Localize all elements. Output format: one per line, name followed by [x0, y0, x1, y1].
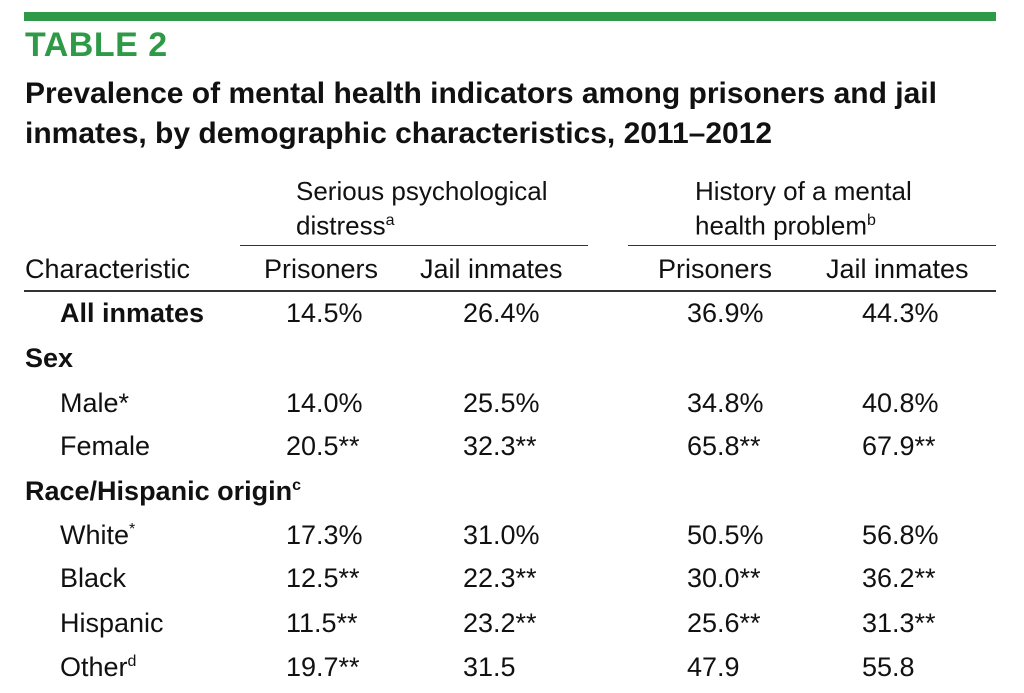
section-label-sex: Sex: [25, 343, 74, 373]
table-cell: 36.9%: [687, 298, 764, 328]
column-header-prisoners-1: Prisoners: [264, 254, 379, 284]
group-rule-distress: [240, 245, 588, 246]
table-cell: 25.5%: [463, 388, 540, 418]
row-label-male: Male*: [60, 388, 130, 418]
table-title: Prevalence of mental health indicators a…: [25, 77, 937, 150]
section-label-race: Race/Hispanic originc: [25, 476, 301, 506]
group-rule-history: [628, 245, 996, 246]
table-cell: 47.9: [687, 652, 740, 682]
row-label-all-inmates: All inmates: [60, 298, 205, 328]
row-label-female: Female: [60, 431, 151, 461]
table-cell: 67.9**: [862, 431, 936, 461]
group-header-line2: distressa: [296, 210, 395, 241]
header-rule: [24, 290, 996, 292]
table-cell: 22.3**: [463, 563, 537, 593]
table-cell: 50.5%: [687, 520, 764, 550]
table-cell: 31.5: [463, 652, 516, 682]
table-cell: 23.2**: [463, 608, 537, 638]
table-label: TABLE 2: [25, 26, 168, 64]
table-cell: 31.0%: [463, 520, 540, 550]
table-cell: 31.3**: [862, 608, 936, 638]
table-cell: 56.8%: [862, 520, 939, 550]
table-cell: 65.8**: [687, 431, 761, 461]
column-header-prisoners-2: Prisoners: [658, 254, 773, 284]
table-cell: 19.7**: [286, 652, 360, 682]
table-cell: 30.0**: [687, 563, 761, 593]
top-green-rule: [24, 12, 996, 21]
group-header-line2: health problemb: [695, 210, 876, 241]
table-cell: 44.3%: [862, 298, 939, 328]
row-label-hispanic: Hispanic: [60, 608, 164, 638]
group-header-line1: History of a mental: [695, 176, 912, 206]
row-label-black: Black: [60, 563, 127, 593]
column-header-jail-2: Jail inmates: [826, 254, 969, 284]
group-header-distress: Serious psychological distressa: [296, 176, 547, 241]
column-header-characteristic: Characteristic: [25, 254, 191, 284]
table-cell: 40.8%: [862, 388, 939, 418]
group-header-history: History of a mental health problemb: [695, 176, 912, 241]
table-cell: 11.5**: [286, 608, 358, 638]
table-cell: 20.5**: [286, 431, 360, 461]
table-cell: 32.3**: [463, 431, 537, 461]
table-cell: 14.5%: [286, 298, 363, 328]
table-cell: 14.0%: [286, 388, 363, 418]
column-header-jail-1: Jail inmates: [420, 254, 563, 284]
table-cell: 12.5**: [286, 563, 360, 593]
table-cell: 17.3%: [286, 520, 363, 550]
table-cell: 34.8%: [687, 388, 764, 418]
row-label-white: White*: [60, 520, 136, 550]
row-label-other: Otherd: [60, 652, 137, 682]
group-header-line1: Serious psychological: [296, 176, 548, 206]
table-cell: 25.6**: [687, 608, 761, 638]
table-cell: 55.8: [862, 652, 915, 682]
table-cell: 36.2**: [862, 563, 936, 593]
table-cell: 26.4%: [463, 298, 540, 328]
